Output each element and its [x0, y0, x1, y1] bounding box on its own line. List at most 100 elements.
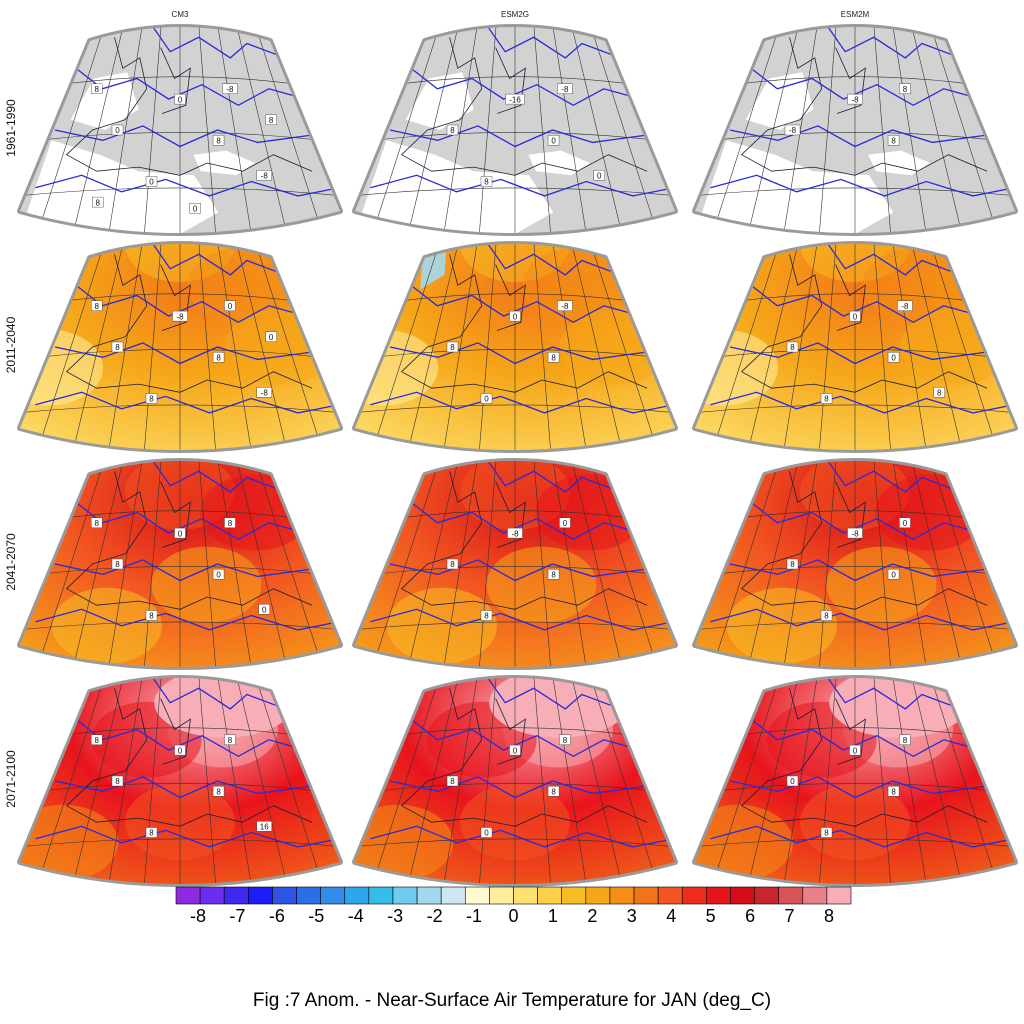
coastline: [160, 481, 191, 548]
parallel-line: [373, 132, 657, 141]
row-label-1961-1990: 1961-1990: [4, 99, 18, 157]
parallel-line: [59, 293, 301, 302]
ocean-area: [868, 150, 930, 176]
coastline: [160, 264, 191, 331]
contour-line: [487, 244, 616, 276]
contour-label-box: [174, 93, 186, 105]
contour-label-box: [265, 114, 277, 125]
contour-label: 8: [484, 612, 489, 621]
meridian-line: [408, 27, 459, 233]
meridian-line: [108, 678, 143, 884]
contour-label: 0: [853, 312, 858, 321]
map-panel-cm3-2041-2070: 0 8 8 0 8 0 8: [17, 458, 343, 670]
contour-label-box: [786, 775, 799, 787]
meridian-line: [108, 244, 143, 450]
contour-label: 8: [269, 116, 274, 125]
meridian-line: [571, 244, 622, 450]
contour-line: [389, 342, 655, 365]
contour-label-box: [222, 83, 238, 95]
contour-label-box: [897, 300, 913, 311]
meridian-line: [783, 27, 818, 233]
meridian-line: [443, 244, 478, 450]
meridian-line: [37, 244, 105, 450]
parallel-line: [59, 727, 301, 736]
coastline: [495, 698, 526, 765]
contour-label-box: [547, 786, 560, 797]
contour-label-box: [933, 387, 945, 398]
coastline: [400, 37, 648, 176]
map-panel-esm2g-2041-2070: -8 0 8 8 8: [352, 458, 678, 670]
coastline: [835, 481, 866, 548]
contour-label: 8: [551, 354, 556, 363]
meridian-line: [37, 461, 105, 667]
anomaly-patch: [535, 474, 646, 551]
contour-label-box: [899, 517, 911, 528]
map-panel-esm2m-2011-2040: 0 -8 8 0 8 8: [692, 241, 1018, 453]
contour-label-box: [887, 135, 900, 146]
contour-label: 8: [790, 560, 795, 569]
meridian-line: [892, 244, 927, 450]
contour-label: 0: [178, 95, 183, 104]
meridian-line: [873, 461, 891, 667]
anomaly-patch: [862, 247, 973, 324]
contour-label: -8: [261, 172, 269, 181]
anomaly-patch: [829, 678, 970, 738]
meridian-line: [873, 27, 891, 233]
contour-label: 0: [597, 172, 602, 181]
contour-label: 0: [115, 126, 120, 135]
ocean-area: [745, 72, 814, 130]
contour-line: [152, 461, 281, 493]
contour-line: [729, 776, 995, 799]
anomaly-patch: [727, 587, 837, 664]
parallel-line: [355, 621, 675, 631]
contour-line: [710, 391, 1015, 414]
meridian-line: [217, 678, 252, 884]
colorbar-tick-label: 0: [508, 906, 519, 926]
map-panel-esm2m-2041-2070: -8 0 8 0 8: [692, 458, 1018, 670]
contour-label: 0: [513, 312, 518, 321]
contour-label: 0: [228, 302, 233, 311]
meridian-line: [479, 27, 497, 233]
contour-line: [750, 284, 982, 324]
colorbar-tick-label: 3: [626, 906, 637, 926]
parallel-line: [38, 566, 322, 575]
contour-label-box: [145, 827, 158, 838]
colorbar-tick-label: 2: [587, 906, 598, 926]
contour-label: 0: [513, 746, 518, 755]
meridian-line: [930, 678, 998, 884]
anomaly-patch: [486, 546, 597, 623]
contour-line: [729, 125, 995, 148]
meridian-line: [590, 678, 658, 884]
contour-label: 8: [216, 137, 221, 146]
contour-line: [487, 461, 616, 493]
coastline: [160, 698, 191, 765]
coastline: [65, 254, 313, 393]
meridian-line: [552, 244, 587, 450]
contour-label-box: [189, 203, 201, 214]
contour-label: 0: [903, 519, 908, 528]
row-label-2011-2040: 2011-2040: [4, 316, 18, 374]
contour-label: 8: [95, 736, 100, 745]
contour-line: [35, 608, 340, 631]
contour-label-box: [256, 170, 272, 181]
contour-label-box: [887, 352, 900, 363]
ocean-area: [355, 140, 554, 233]
meridian-line: [892, 27, 927, 233]
meridian-line: [255, 27, 323, 233]
contour-label-box: [224, 517, 236, 528]
parallel-line: [20, 404, 340, 414]
anomaly-patch: [200, 474, 311, 551]
contour-label: 8: [551, 571, 556, 580]
contour-label-box: [847, 93, 863, 105]
contour-line: [410, 501, 642, 541]
contour-label: 8: [216, 788, 221, 797]
contour-label-box: [505, 93, 525, 105]
meridian-line: [571, 27, 622, 233]
coastline: [65, 688, 313, 827]
meridian-line: [443, 678, 478, 884]
contour-line: [152, 678, 281, 710]
map-panel-cm3-2071-2100: 0 8 8 8 8 16 8: [17, 675, 343, 887]
contour-label: 0: [262, 606, 267, 615]
map-panel-esm2g-2011-2040: 0 -8 8 8 0: [352, 241, 678, 453]
contour-line: [152, 244, 281, 276]
